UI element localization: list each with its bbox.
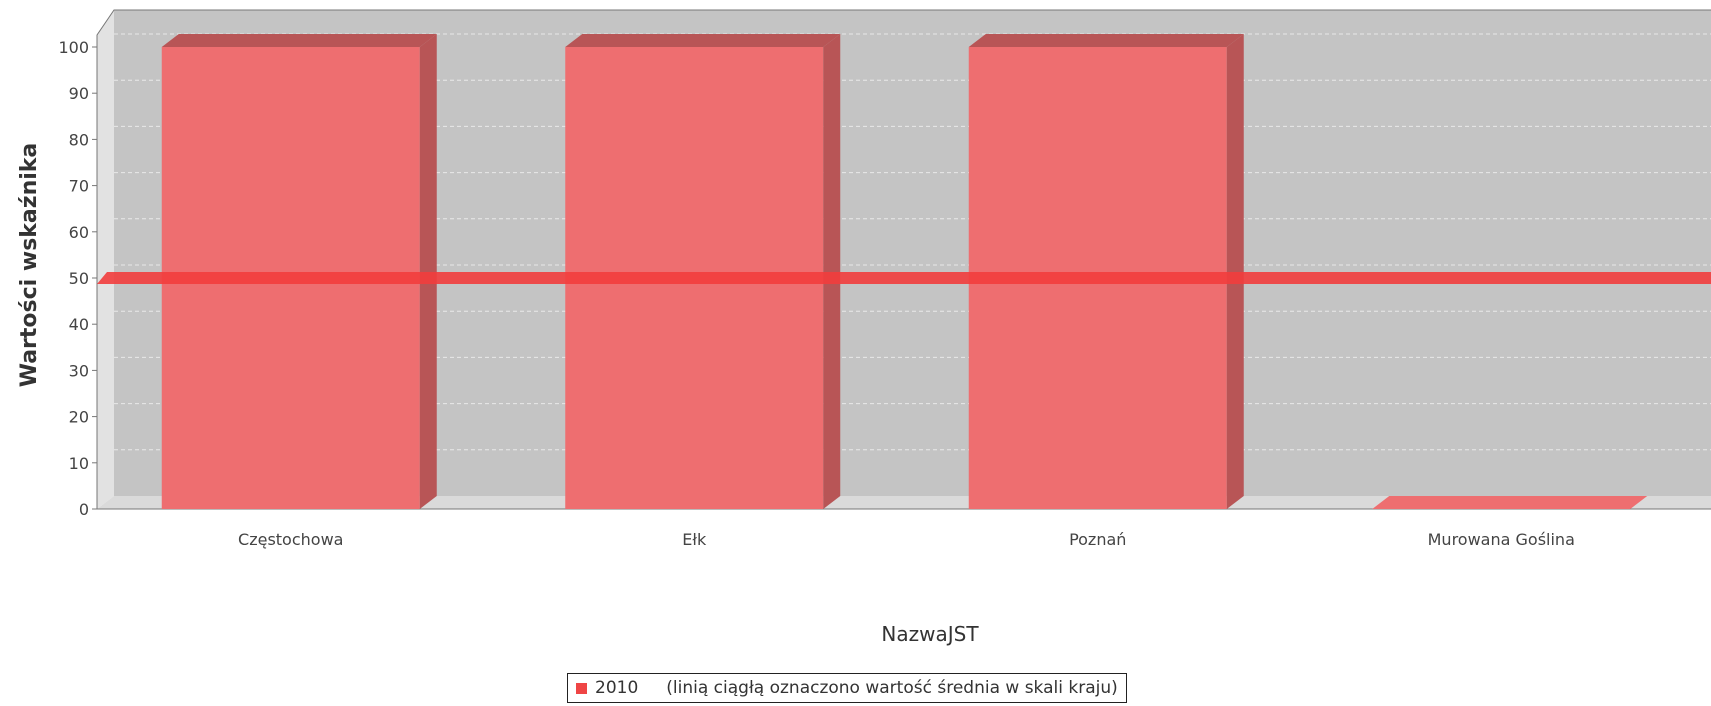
y-tick-label: 50	[69, 269, 89, 288]
bar-top	[968, 34, 1244, 47]
bar	[968, 34, 1244, 509]
bar-top	[565, 34, 841, 47]
x-tick-label: Częstochowa	[238, 530, 343, 549]
legend-swatch	[576, 682, 587, 694]
y-tick-label: 20	[69, 408, 89, 427]
y-tick-label: 30	[69, 361, 89, 380]
x-axis: Częstochowa Ełk Poznań Murowana Goślina	[238, 530, 1575, 549]
y-axis: 0 10 20 30 40 50 60 70 80 90 100	[58, 38, 97, 519]
bar-side	[823, 34, 841, 509]
bar-side	[419, 34, 437, 509]
y-tick-label: 90	[69, 84, 89, 103]
bar	[565, 34, 841, 509]
x-axis-title: NazwaJST	[881, 622, 979, 646]
legend: 2010 (linią ciągłą oznaczono wartość śre…	[567, 673, 1127, 703]
reference-line	[97, 272, 1711, 284]
y-tick-label: 0	[79, 500, 89, 519]
plot-outline	[96, 9, 1711, 509]
bar-top	[1372, 496, 1648, 509]
bar	[161, 34, 437, 509]
y-tick-label: 80	[69, 130, 89, 149]
y-tick-label: 40	[69, 315, 89, 334]
bar-top	[161, 34, 437, 47]
y-tick-label: 60	[69, 223, 89, 242]
x-tick-label: Murowana Goślina	[1428, 530, 1575, 549]
bar	[1372, 496, 1648, 509]
y-tick-label: 70	[69, 177, 89, 196]
x-tick-label: Ełk	[682, 530, 707, 549]
y-tick-label: 100	[58, 38, 89, 57]
plot-left-wall	[97, 10, 114, 509]
bar-side	[1226, 34, 1244, 509]
reference-line-layer	[97, 272, 1711, 284]
legend-series-label: 2010	[595, 678, 639, 698]
y-axis-title: Wartości wskaźnika	[17, 143, 42, 388]
y-tick-label: 10	[69, 454, 89, 473]
plot-floor	[97, 496, 1711, 509]
legend-note: (linią ciągłą oznaczono wartość średnia …	[666, 678, 1118, 698]
x-tick-label: Poznań	[1069, 530, 1126, 549]
